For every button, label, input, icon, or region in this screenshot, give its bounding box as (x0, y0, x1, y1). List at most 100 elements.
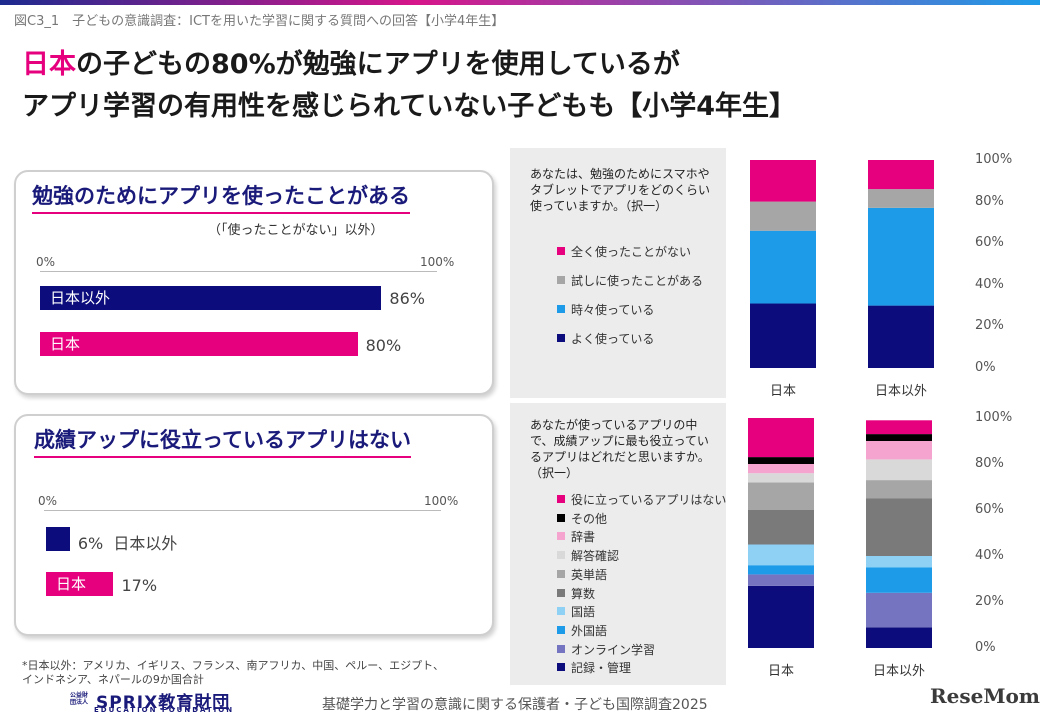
chart4-legend-label-8: オンライン学習 (571, 642, 656, 657)
footnote-line1: *日本以外：アメリカ、イギリス、フランス、南アフリカ、中国、ペルー、エジプト、 (22, 659, 444, 672)
chart4-legend-swatch-3 (557, 551, 565, 560)
chart4-legend-label-0: 役に立っているアプリはない (571, 493, 727, 507)
chart1-bar-outside-japan: 日本以外 (40, 286, 382, 310)
chart3-segment-1-3 (868, 160, 934, 190)
chart4-legend-label-7: 外国語 (571, 623, 608, 638)
chart4-legend-item-7: 外国語 (557, 622, 607, 639)
chart4-legend-item-6: 国語 (557, 603, 595, 620)
chart4-segment-0-7 (748, 464, 814, 474)
chart3-segment-1-0 (868, 305, 934, 368)
chart2-bar-outside-japan (46, 527, 70, 551)
chart3-legend-item-0: 全く使ったことがない (557, 243, 691, 260)
chart4-legend-item-3: 解答確認 (557, 547, 619, 564)
chart4-segment-1-3 (866, 556, 932, 568)
chart4-segment-0-8 (748, 457, 814, 464)
chart4-legend-swatch-1 (557, 513, 565, 522)
chart4-legend-label-9: 記録・管理 (571, 661, 632, 676)
chart4-y-tick-3: 60% (975, 502, 1004, 517)
chart4-legend-label-2: 辞書 (571, 530, 596, 545)
panel-app-used-subtitle: （「使ったことがない」以外） (208, 223, 384, 238)
top-gradient-bar (0, 0, 1040, 5)
chart4-segment-0-4 (748, 510, 814, 545)
chart3-question: あなたは、勉強のためにスマホやタブレットでアプリをどのくらい使っていますか。（択… (530, 167, 711, 213)
footnote: *日本以外：アメリカ、イギリス、フランス、南アフリカ、中国、ペルー、エジプト、 … (22, 659, 444, 687)
chart1-bar-japan: 日本 (40, 332, 358, 356)
chart4-segment-0-0 (748, 585, 814, 648)
chart4-segment-0-3 (748, 544, 814, 566)
chart3-y-tick-5: 100% (975, 152, 1013, 167)
chart3-legend-swatch-0 (557, 247, 565, 255)
chart4-legend-swatch-0 (557, 495, 565, 503)
sprix-logo-main: SPRIX教育財団 (96, 693, 231, 713)
chart4-segment-0-9 (748, 418, 814, 458)
chart3-legend-swatch-3 (557, 334, 565, 342)
chart3-x-label-1: 日本以外 (875, 384, 928, 399)
chart2-value-outside-japan-pct: 6% (77, 534, 104, 553)
chart2-label-outside-japan: 日本以外 (113, 534, 178, 553)
chart4-segment-1-1 (866, 592, 932, 628)
chart3-y-tick-2: 40% (975, 276, 1004, 292)
chart3-legend-label-3: よく使っている (571, 332, 655, 346)
chart3-y-tick-4: 80% (975, 193, 1004, 209)
chart4-legend-swatch-8 (557, 644, 565, 653)
chart3-legend-item-1: 試しに使ったことがある (557, 272, 703, 289)
chart4-legend-label-6: 国語 (571, 605, 596, 620)
chart4-legend-item-8: オンライン学習 (557, 641, 655, 658)
chart4-legend-label-5: 算数 (571, 586, 596, 601)
chart3-y-tick-3: 60% (975, 235, 1004, 251)
chart4-legend-label-1: その他 (571, 511, 608, 526)
chart4-legend-swatch-5 (557, 588, 565, 597)
chart2-value-japan: 17% (121, 576, 158, 595)
chart4-segment-1-4 (866, 498, 932, 556)
chart4-segment-0-6 (748, 473, 814, 483)
chart3-segment-0-1 (750, 230, 816, 304)
chart2-tick-0: 0% (38, 494, 58, 508)
resemom-logo: ReseMom (930, 684, 1040, 708)
chart4-legend-label-3: 解答確認 (571, 549, 620, 564)
sprix-logo-prefix: 公益財団法人 (70, 692, 89, 706)
chart3-legend-label-0: 全く使ったことがない (571, 245, 692, 259)
chart1-value-outside-japan: 86% (389, 289, 425, 308)
chart4-legend-item-5: 算数 (557, 585, 595, 602)
chart3-background (510, 148, 726, 398)
chart4-legend-label-4: 英単語 (571, 567, 608, 582)
headline-highlight: 日本 (22, 49, 76, 80)
chart3-legend-label-2: 時々使っている (571, 303, 655, 317)
chart4-segment-1-8 (866, 434, 932, 441)
chart4-background (510, 403, 726, 685)
chart3-segment-1-2 (868, 189, 934, 208)
chart1-tick-100: 100% (420, 255, 455, 269)
chart4-y-tick-5: 100% (975, 410, 1013, 425)
chart4-segment-0-2 (748, 565, 814, 575)
chart1-tick-0: 0% (36, 255, 56, 269)
chart2-bar-japan: 日本 (46, 572, 114, 596)
chart4-segment-1-0 (866, 627, 932, 648)
figure-label: 図C3_1 子どもの意識調査：ICTを用いた学習に関する質問への回答【小学4年生… (14, 14, 505, 29)
chart1-value-japan: 80% (365, 336, 402, 355)
chart4-segment-0-5 (748, 482, 814, 510)
panel-no-useful-app-title: 成績アップに役立っているアプリはない (34, 424, 411, 458)
chart2-axis (44, 510, 441, 511)
chart4-segment-1-6 (866, 459, 932, 481)
chart4-legend-item-0: 役に立っているアプリはない (557, 491, 726, 508)
chart4-y-tick-1: 20% (975, 594, 1004, 609)
chart4-y-tick-4: 80% (975, 456, 1004, 471)
headline: 日本の子どもの80%が勉強にアプリを使用しているが アプリ学習の有用性を感じられ… (22, 44, 796, 128)
panel-app-used (14, 170, 494, 395)
chart4-legend-swatch-4 (557, 569, 565, 578)
chart4-legend-swatch-2 (557, 532, 565, 541)
chart2-tick-100: 100% (424, 494, 459, 508)
chart4-segment-0-1 (748, 574, 814, 586)
chart4-segment-1-5 (866, 480, 932, 499)
chart4-legend-swatch-9 (557, 663, 565, 672)
chart4-legend-item-2: 辞書 (557, 528, 595, 545)
chart2-bar-japan-label: 日本 (56, 575, 87, 593)
chart1-axis (40, 271, 437, 272)
chart1-bar-japan-label: 日本 (50, 335, 81, 353)
chart4-legend-swatch-6 (557, 607, 565, 616)
chart3-legend-swatch-1 (557, 276, 565, 284)
source-caption: 基礎学力と学習の意識に関する保護者・子ども国際調査2025 (322, 697, 708, 713)
chart3-x-label-0: 日本 (770, 384, 797, 399)
sprix-logo: 公益財団法人 SPRIX教育財団 EDUCATION FOUNDATION (70, 688, 232, 714)
chart4-legend-item-4: 英単語 (557, 566, 607, 583)
